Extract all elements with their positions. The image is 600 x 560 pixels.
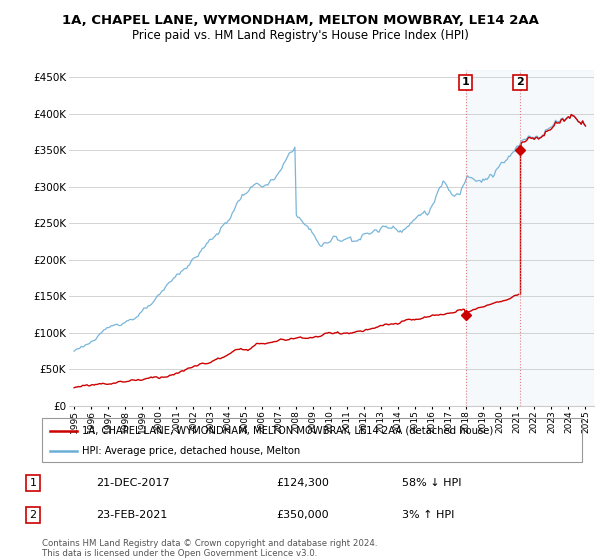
Text: 21-DEC-2017: 21-DEC-2017 xyxy=(96,478,170,488)
Text: £124,300: £124,300 xyxy=(276,478,329,488)
Text: Contains HM Land Registry data © Crown copyright and database right 2024.
This d: Contains HM Land Registry data © Crown c… xyxy=(42,539,377,558)
Text: 23-FEB-2021: 23-FEB-2021 xyxy=(96,510,167,520)
Text: £350,000: £350,000 xyxy=(276,510,329,520)
Text: Price paid vs. HM Land Registry's House Price Index (HPI): Price paid vs. HM Land Registry's House … xyxy=(131,29,469,42)
Text: 2: 2 xyxy=(29,510,37,520)
Text: 1A, CHAPEL LANE, WYMONDHAM, MELTON MOWBRAY, LE14 2AA (detached house): 1A, CHAPEL LANE, WYMONDHAM, MELTON MOWBR… xyxy=(83,426,494,436)
Text: 1: 1 xyxy=(29,478,37,488)
Text: 1A, CHAPEL LANE, WYMONDHAM, MELTON MOWBRAY, LE14 2AA: 1A, CHAPEL LANE, WYMONDHAM, MELTON MOWBR… xyxy=(62,14,538,27)
Text: 1: 1 xyxy=(462,77,470,87)
Text: 58% ↓ HPI: 58% ↓ HPI xyxy=(402,478,461,488)
Text: 3% ↑ HPI: 3% ↑ HPI xyxy=(402,510,454,520)
Text: HPI: Average price, detached house, Melton: HPI: Average price, detached house, Melt… xyxy=(83,446,301,456)
Text: 2: 2 xyxy=(516,77,524,87)
Bar xyxy=(466,70,594,406)
